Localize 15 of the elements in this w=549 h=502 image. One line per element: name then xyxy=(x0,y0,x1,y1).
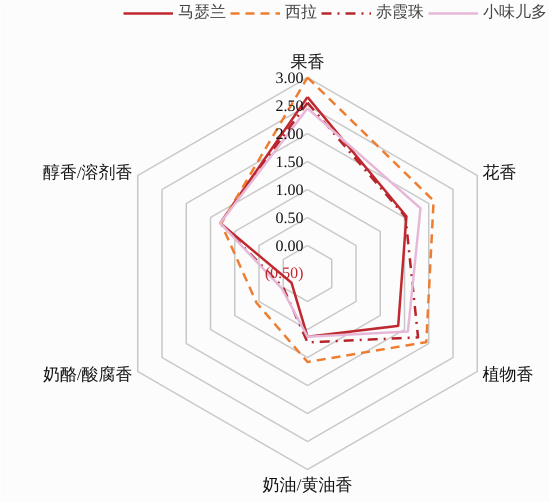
spoke-label: 奶酪/酸腐香 xyxy=(42,365,133,384)
spoke-label: 植物香 xyxy=(482,365,534,384)
spoke-label: 果香 xyxy=(290,52,324,72)
y-tick-label: 1.00 xyxy=(276,182,304,199)
legend-label: 西拉 xyxy=(285,3,317,23)
spoke-label: 花香 xyxy=(482,163,516,182)
spoke-label: 醇香/溶剂香 xyxy=(42,163,133,182)
spoke-label: 奶油/黄油香 xyxy=(262,476,352,494)
y-tick-label: 0.00 xyxy=(276,238,304,255)
y-tick-label: 1.50 xyxy=(276,154,304,171)
y-tick-label: 3.00 xyxy=(276,70,304,87)
legend-label: 小味儿多 xyxy=(483,2,547,23)
legend-label: 马瑟兰 xyxy=(178,2,226,23)
y-tick-label: 0.50 xyxy=(276,210,304,227)
legend-label: 赤霞珠 xyxy=(376,2,424,23)
